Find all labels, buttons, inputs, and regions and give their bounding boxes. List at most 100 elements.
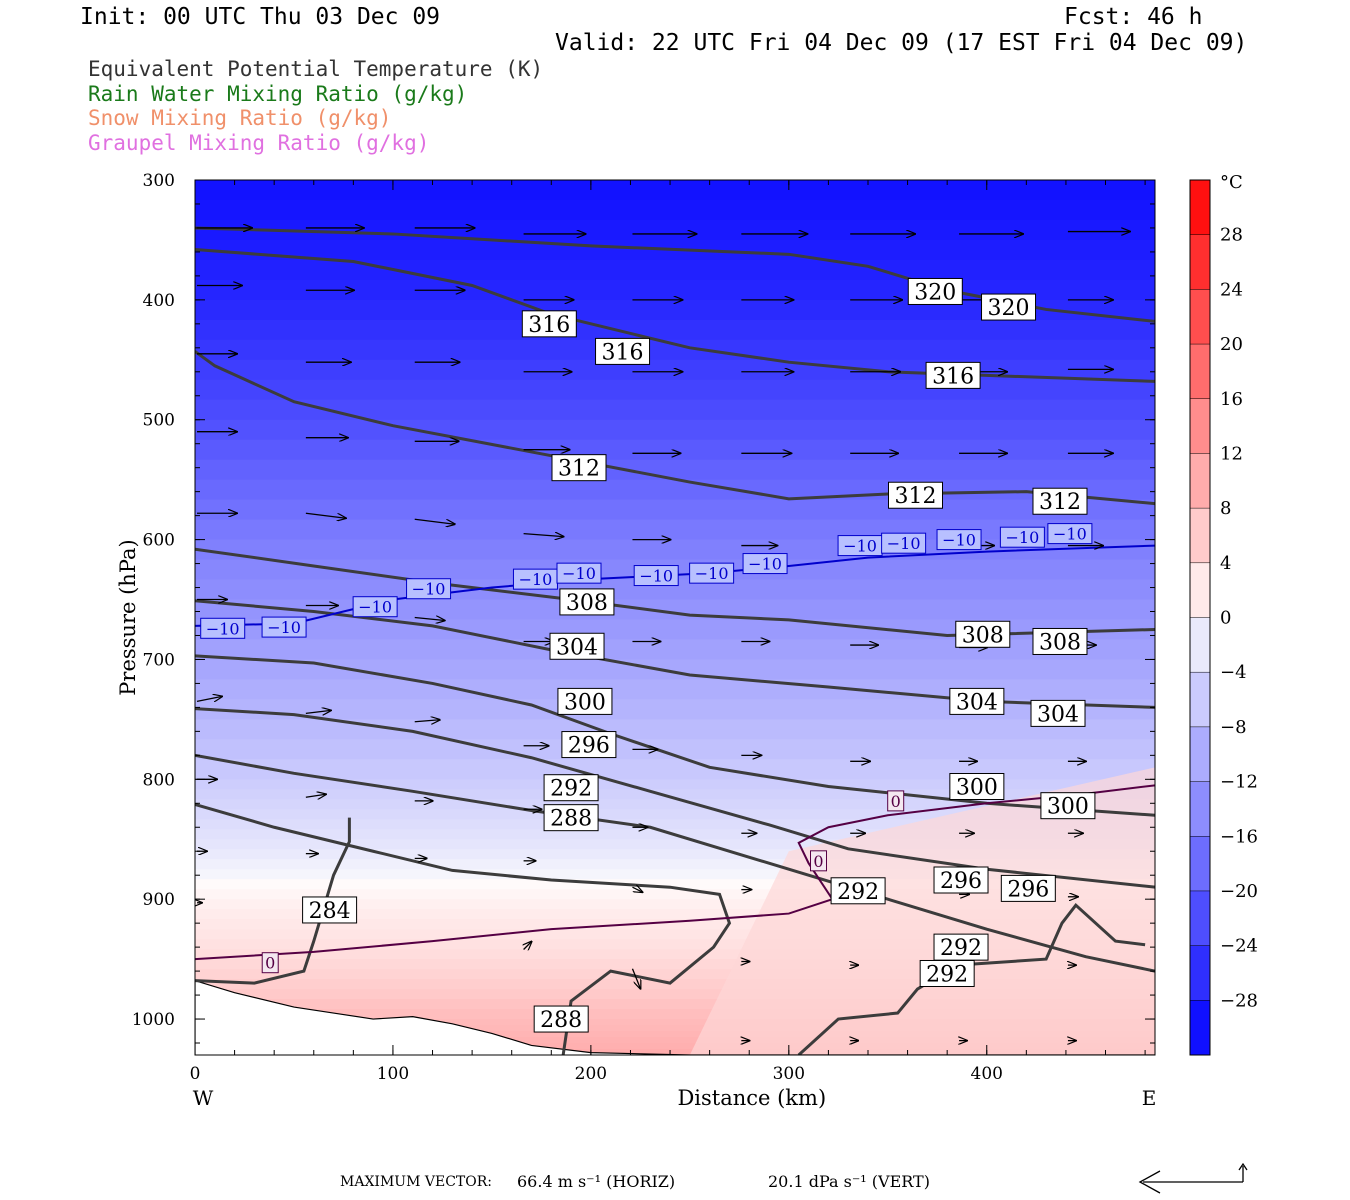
- theta-e-308: [195, 547, 1155, 637]
- colorbar-label: −8: [1220, 717, 1247, 738]
- theta-e-label: 316: [602, 340, 644, 365]
- y-tick-label: 400: [143, 291, 175, 311]
- theta-e-label: 300: [1047, 795, 1089, 820]
- theta-e-label: 308: [566, 591, 608, 616]
- isotherm-label: −10: [695, 564, 729, 583]
- shading-band: [195, 1025, 1155, 1032]
- colorbar-segment: [1190, 945, 1210, 1001]
- colorbar-segment: [1190, 836, 1210, 892]
- colorbar-label: 12: [1220, 443, 1243, 464]
- footer-horiz: 66.4 m s⁻¹ (HORIZ): [517, 1172, 676, 1191]
- colorbar-label: 16: [1220, 389, 1243, 410]
- theta-e-label-box: [557, 687, 613, 715]
- shading-band: [195, 799, 1155, 810]
- shading-band: [195, 1019, 1155, 1026]
- colorbar-label: 24: [1220, 279, 1243, 300]
- isotherm-label: −10: [267, 618, 301, 637]
- theta-e-label-box: [543, 774, 599, 802]
- isotherm-label: 0: [813, 852, 823, 871]
- init-time: Init: 00 UTC Thu 03 Dec 09: [80, 4, 441, 30]
- isotherm-label: −10: [519, 570, 553, 589]
- isotherm-label-box: [633, 565, 679, 587]
- isotherm-label-box: [200, 617, 246, 639]
- shading-band: [195, 719, 1155, 740]
- colorbar-segment: [1190, 234, 1210, 290]
- theta-e-label: 308: [962, 623, 1004, 648]
- shading-band: [195, 1031, 1155, 1038]
- theta-e-label-box: [302, 896, 358, 924]
- isotherm-label-box: [999, 526, 1045, 548]
- colorbar-label: −20: [1220, 881, 1258, 902]
- isotherm-label-box: [352, 596, 398, 618]
- isotherm-0: [195, 784, 1155, 961]
- theta-e-label: 320: [988, 296, 1030, 321]
- isotherm-label: −10: [562, 564, 596, 583]
- x-end-label-east: E: [1142, 1086, 1157, 1110]
- shading-band: [195, 859, 1155, 870]
- colorbar-label: −4: [1220, 662, 1247, 683]
- theta-e-284: [195, 817, 351, 985]
- shading-band: [195, 219, 1155, 241]
- theta-e-label-box: [1000, 874, 1056, 902]
- isotherm-label-box: [936, 529, 982, 551]
- wind-vector: [524, 942, 532, 950]
- theta-e-label: 316: [932, 364, 974, 389]
- theta-e-label: 296: [1007, 877, 1049, 902]
- theta-e-label: 304: [1037, 702, 1079, 727]
- shading-band: [195, 929, 1155, 940]
- colorbar-label: −28: [1220, 990, 1258, 1011]
- theta-e-label-box: [549, 632, 605, 660]
- shading-band: [195, 619, 1155, 641]
- colorbar-label: 20: [1220, 334, 1243, 355]
- theta-e-label-box: [559, 588, 615, 616]
- shading-band: [195, 180, 1155, 201]
- shading-band: [195, 919, 1155, 930]
- theta-e-label-box: [907, 277, 963, 305]
- isotherm-label-box: [556, 562, 602, 584]
- theta-e-label-box: [830, 877, 886, 905]
- shading-band: [195, 739, 1155, 760]
- theta-e-312: [195, 350, 1155, 506]
- shading-band: [195, 779, 1155, 790]
- theta-e-label-box: [887, 481, 943, 509]
- y-tick-label: 900: [143, 890, 175, 910]
- isotherm-label: −10: [1053, 525, 1087, 544]
- legend-graupel: Graupel Mixing Ratio (g/kg): [88, 131, 430, 155]
- shading-band: [195, 679, 1155, 701]
- theta-e-label-box: [1040, 792, 1096, 820]
- legend-theta-e: Equivalent Potential Temperature (K): [88, 57, 544, 81]
- shading-band: [195, 639, 1155, 661]
- shading-band: [195, 819, 1155, 830]
- theta-e-label-box: [955, 620, 1011, 648]
- x-tick-label: 400: [971, 1064, 1003, 1084]
- colorbar-segment: [1190, 726, 1210, 783]
- theta-e-label-box: [551, 454, 607, 482]
- shading-band: [195, 599, 1155, 621]
- legend-rain: Rain Water Mixing Ratio (g/kg): [88, 82, 468, 106]
- theta-e-label: 284: [309, 899, 351, 924]
- x-tick-label: 0: [190, 1064, 201, 1084]
- isotherm-label: −10: [412, 580, 446, 599]
- colorbar-segment: [1190, 289, 1210, 345]
- theta-e-296: [195, 707, 1155, 889]
- colorbar-segment: [1190, 344, 1210, 400]
- y-tick-label: 1000: [132, 1010, 175, 1030]
- theta-e-label: 288: [540, 1008, 582, 1033]
- isotherm-label-box: [261, 952, 279, 974]
- shading-band: [195, 879, 1155, 890]
- y-tick-label: 700: [143, 650, 175, 670]
- x-tick-label: 100: [377, 1064, 409, 1084]
- colorbar-label: −12: [1220, 772, 1258, 793]
- colorbar-segment: [1190, 180, 1210, 236]
- shading-band: [195, 899, 1155, 910]
- colorbar-unit: °C: [1220, 172, 1243, 193]
- shading-band: [195, 869, 1155, 880]
- isotherm-label-box: [689, 562, 735, 584]
- isotherm-label: −10: [1005, 528, 1039, 547]
- y-tick-label: 500: [143, 411, 175, 431]
- x-tick-label: 200: [575, 1064, 607, 1084]
- colorbar-segment: [1190, 508, 1210, 564]
- shading-band: [195, 1009, 1155, 1020]
- theta-e-label: 296: [940, 869, 982, 894]
- theta-e-label-box: [533, 1005, 589, 1033]
